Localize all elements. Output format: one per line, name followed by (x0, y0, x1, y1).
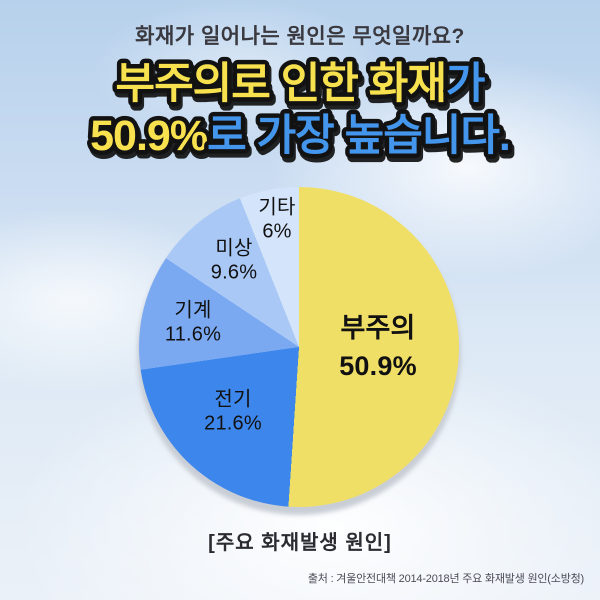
slice-label-기타: 기타 6% (258, 196, 296, 243)
slice-label-부주의: 부주의 50.9% (339, 313, 417, 381)
slice-label-미상: 미상 9.6% (210, 237, 258, 284)
page-title: 부주의로 인한 화재가 50.9%로 가장 높습니다. (86, 56, 516, 165)
title-line1-highlight: 부주의로 인한 화재 (116, 60, 446, 108)
page-subtitle: 화재가 일어나는 원인은 무엇일까요? (135, 25, 465, 48)
pie (139, 187, 459, 507)
title-line-2: 50.9%로 가장 높습니다. (90, 112, 510, 160)
title-line-1: 부주의로 인한 화재가 (116, 60, 485, 108)
slice-label-전기: 전기 21.6% (204, 388, 262, 435)
source-note: 출처 : 겨울안전대책 2014-2018년 주요 화재발생 원인(소방청) (307, 573, 584, 585)
pie-chart: 부주의 50.9% 전기 21.6% 기계 11.6% 미상 9.6% 기타 6% (137, 187, 461, 515)
title-line2-rest: 로 가장 높습니다. (207, 112, 510, 160)
slice-label-기계: 기계 11.6% (164, 299, 222, 346)
chart-caption: [주요 화재발생 원인] (208, 532, 392, 554)
title-line2-highlight: 50.9% (90, 112, 208, 160)
title-line1-rest: 가 (446, 60, 485, 108)
